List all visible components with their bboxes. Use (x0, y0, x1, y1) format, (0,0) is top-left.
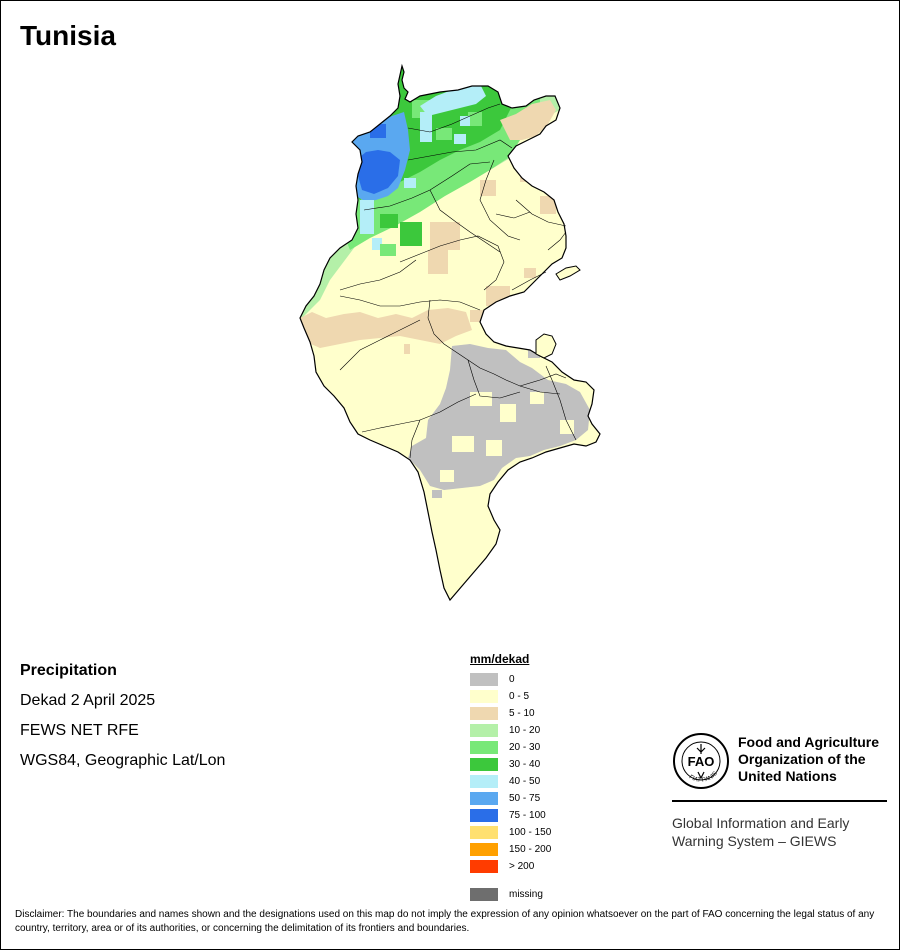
legend-row: 100 - 150 (470, 824, 551, 841)
legend-label: 20 - 30 (509, 742, 541, 753)
legend-label: 30 - 40 (509, 759, 541, 770)
info-projection: WGS84, Geographic Lat/Lon (20, 752, 226, 769)
fao-logo-icon: FAO FIAT PANIS (673, 733, 729, 789)
legend-swatch-missing (470, 888, 498, 901)
map-info-block: Precipitation Dekad 2 April 2025 FEWS NE… (20, 656, 225, 776)
legend-label: 40 - 50 (509, 776, 541, 787)
legend-swatch (470, 707, 498, 720)
legend-swatch (470, 792, 498, 805)
giews-name: Global Information and Early Warning Sys… (672, 814, 892, 850)
legend-swatch (470, 673, 498, 686)
legend-row: 0 - 5 (470, 688, 551, 705)
legend-label: > 200 (509, 861, 535, 872)
legend-row: 150 - 200 (470, 841, 551, 858)
legend-swatch (470, 826, 498, 839)
legend-swatch (470, 843, 498, 856)
fao-org-line3: United Nations (738, 768, 837, 784)
fao-org-name: Food and Agriculture Organization of the… (738, 734, 898, 785)
legend-label: 100 - 150 (509, 827, 552, 838)
legend-label: 75 - 100 (509, 810, 546, 821)
legend-row: 50 - 75 (470, 790, 551, 807)
legend-swatch (470, 809, 498, 822)
legend-row: 30 - 40 (470, 756, 551, 773)
legend-swatch (470, 775, 498, 788)
info-heading: Precipitation (20, 662, 117, 679)
giews-line2: Warning System – GIEWS (672, 833, 837, 849)
fao-divider (672, 800, 887, 802)
legend-row: 5 - 10 (470, 705, 551, 722)
legend: mm/dekad 0 0 - 5 5 - 10 10 - 20 20 - 30 30 - … (470, 652, 551, 903)
legend-label: 0 - 5 (509, 691, 530, 702)
legend-classes: 0 0 - 5 5 - 10 10 - 20 20 - 30 30 - 40 40 - 50… (470, 671, 551, 875)
fao-logo-letters: FAO (688, 754, 715, 769)
legend-label: 50 - 75 (509, 793, 541, 804)
precipitation-map (299, 65, 601, 601)
legend-label: 5 - 10 (509, 708, 535, 719)
fao-org-line1: Food and Agriculture (738, 734, 880, 750)
legend-label: 0 (509, 674, 515, 685)
giews-line1: Global Information and Early (672, 815, 850, 831)
legend-row: 10 - 20 (470, 722, 551, 739)
disclaimer: Disclaimer: The boundaries and names sho… (15, 909, 875, 934)
legend-row: 20 - 30 (470, 739, 551, 756)
fao-org-line2: Organization of the (738, 751, 866, 767)
legend-row: 0 (470, 671, 551, 688)
info-period: Dekad 2 April 2025 (20, 692, 156, 709)
info-source: FEWS NET RFE (20, 722, 139, 739)
legend-row: 40 - 50 (470, 773, 551, 790)
legend-swatch (470, 758, 498, 771)
legend-row-missing: missing (470, 886, 551, 903)
legend-swatch (470, 741, 498, 754)
legend-row: 75 - 100 (470, 807, 551, 824)
legend-swatch (470, 690, 498, 703)
legend-row: > 200 (470, 858, 551, 875)
legend-label: 150 - 200 (509, 844, 552, 855)
legend-unit: mm/dekad (470, 652, 530, 666)
legend-swatch (470, 860, 498, 873)
legend-label-missing: missing (509, 889, 543, 900)
legend-label: 10 - 20 (509, 725, 541, 736)
map-title: Tunisia (20, 20, 116, 51)
legend-swatch (470, 724, 498, 737)
